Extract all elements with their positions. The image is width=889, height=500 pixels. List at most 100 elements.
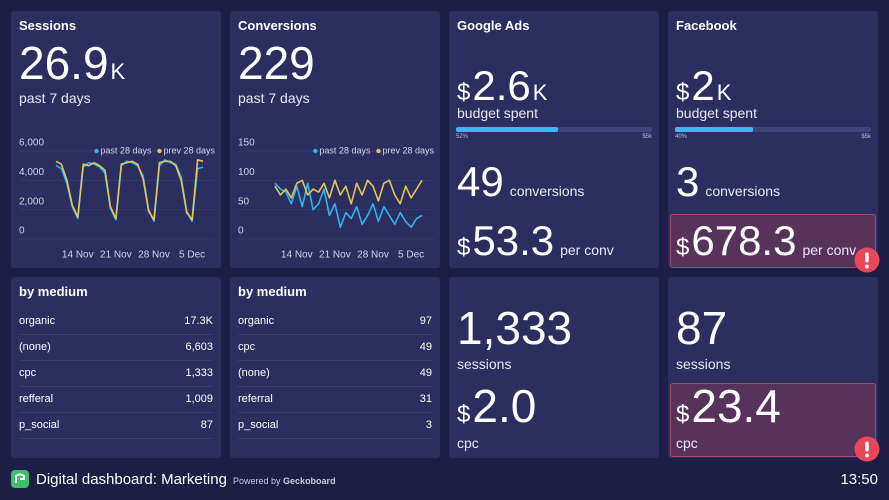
row-value: 17.3K xyxy=(184,315,213,327)
row-value: 1,009 xyxy=(185,393,213,405)
value: 2 xyxy=(691,62,715,109)
legend-swatch xyxy=(313,148,318,154)
legend-label: prev 28 days xyxy=(382,145,434,155)
caption: past 7 days xyxy=(19,90,91,106)
row-label: organic xyxy=(238,315,275,327)
unit: K xyxy=(532,80,548,105)
caption: sessions xyxy=(457,356,512,372)
caption: past 7 days xyxy=(238,90,310,106)
unit: K xyxy=(110,59,126,84)
y-tick-label: 4,000 xyxy=(19,167,44,178)
alert-box xyxy=(670,383,876,457)
table-row: organic 17.3K xyxy=(19,308,213,335)
conversions: 49 conversions xyxy=(457,161,584,203)
caption: conversions xyxy=(509,183,585,199)
row-value: 31 xyxy=(419,393,432,405)
sessions: 1,333 xyxy=(457,305,572,351)
row-value: 3 xyxy=(425,419,432,431)
value: 678.3 xyxy=(691,217,797,264)
progress-label: 52% xyxy=(456,134,469,140)
series-line xyxy=(274,182,423,229)
big-number: 229 xyxy=(238,40,315,86)
x-tick-label: 21 Nov xyxy=(319,250,351,261)
x-tick-label: 14 Nov xyxy=(62,250,94,261)
conversions-by-medium-tile: by medium organic 97 cpc 49 (none) 49 referral… xyxy=(230,277,440,458)
row-label: cpc xyxy=(19,367,37,379)
progress-max: $5k xyxy=(861,134,871,140)
table-row: (none) 6,603 xyxy=(19,334,213,361)
table-row: organic 97 xyxy=(238,308,432,335)
table-row: p_social 87 xyxy=(19,412,213,439)
x-tick-label: 28 Nov xyxy=(138,250,170,261)
value: 49 xyxy=(457,158,504,205)
alert-icon xyxy=(854,247,880,273)
dashboard-title: Digital dashboard: Marketing xyxy=(36,471,227,488)
table-row: referral 31 xyxy=(238,386,432,413)
unit: K xyxy=(716,80,732,105)
legend-label: past 28 days xyxy=(319,145,371,155)
caption: budget spent xyxy=(457,105,538,121)
budget: $2 K xyxy=(676,65,731,107)
progress-track xyxy=(456,127,652,132)
currency: $ xyxy=(457,234,471,261)
row-label: referral xyxy=(238,393,273,405)
logo xyxy=(11,470,29,488)
x-tick-label: 21 Nov xyxy=(100,250,132,261)
value: 26.9 xyxy=(19,37,109,89)
legend-swatch xyxy=(157,148,162,154)
row-label: refferal xyxy=(19,393,54,405)
caption: per conv xyxy=(802,242,857,258)
table-row: cpc 1,333 xyxy=(19,360,213,387)
tile-title: Conversions xyxy=(238,18,317,33)
value: 229 xyxy=(238,37,315,89)
powered-by: Powered by Geckoboard xyxy=(233,476,336,486)
caption: cpc xyxy=(457,435,479,451)
legend-label: prev 28 days xyxy=(163,145,215,155)
currency: $ xyxy=(676,401,690,428)
row-value: 97 xyxy=(419,315,432,327)
conversions: 3 conversions xyxy=(676,161,780,203)
currency: $ xyxy=(676,79,690,106)
line-chart: 0 2,000 4,000 6,000 14 Nov 21 Nov 28 Nov 5 Dec p… xyxy=(19,138,215,261)
x-tick-label: 14 Nov xyxy=(281,250,313,261)
cost: $53.3 per conv xyxy=(457,220,614,262)
progress-track xyxy=(675,127,871,132)
tile-title: by medium xyxy=(19,284,88,299)
value: 2.6 xyxy=(472,62,531,109)
row-label: (none) xyxy=(238,367,270,379)
legend-label: past 28 days xyxy=(100,145,152,155)
sessions-by-medium-tile: by medium organic 17.3K (none) 6,603 cpc 1,33… xyxy=(11,277,221,458)
big-number: 26.9 K xyxy=(19,40,125,86)
progress-label: 40% xyxy=(675,134,688,140)
tile-title: Google Ads xyxy=(457,18,530,33)
table-row: (none) 49 xyxy=(238,360,432,387)
value: 53.3 xyxy=(472,217,555,264)
tile-title: Facebook xyxy=(676,18,737,33)
legend-swatch xyxy=(376,148,381,154)
tile-title: Sessions xyxy=(19,18,77,33)
row-label: p_social xyxy=(19,419,60,431)
budget: $2.6 K xyxy=(457,65,547,107)
value: 1,333 xyxy=(457,302,573,354)
row-label: cpc xyxy=(238,341,256,353)
y-tick-label: 50 xyxy=(238,196,250,207)
currency: $ xyxy=(457,79,471,106)
sessions-tile: Sessions 26.9 K past 7 days 0 2,000 4,000 6,… xyxy=(11,11,221,268)
currency: $ xyxy=(457,401,471,428)
progress-bar xyxy=(675,127,754,132)
x-tick-label: 5 Dec xyxy=(179,250,205,261)
cpc: $2.0 xyxy=(457,383,536,429)
row-value: 87 xyxy=(200,419,213,431)
conversions-tile: Conversions 229 past 7 days 0 50 100 150 14 … xyxy=(230,11,440,268)
caption: conversions xyxy=(705,183,781,199)
table-row: refferal 1,009 xyxy=(19,386,213,413)
powered-by-text: Powered by xyxy=(233,476,281,486)
row-value: 1,333 xyxy=(185,367,213,379)
row-label: organic xyxy=(19,315,56,327)
x-tick-label: 28 Nov xyxy=(357,250,389,261)
y-tick-label: 0 xyxy=(19,226,25,237)
currency: $ xyxy=(676,234,690,261)
alert-icon xyxy=(854,436,880,462)
row-label: p_social xyxy=(238,419,279,431)
